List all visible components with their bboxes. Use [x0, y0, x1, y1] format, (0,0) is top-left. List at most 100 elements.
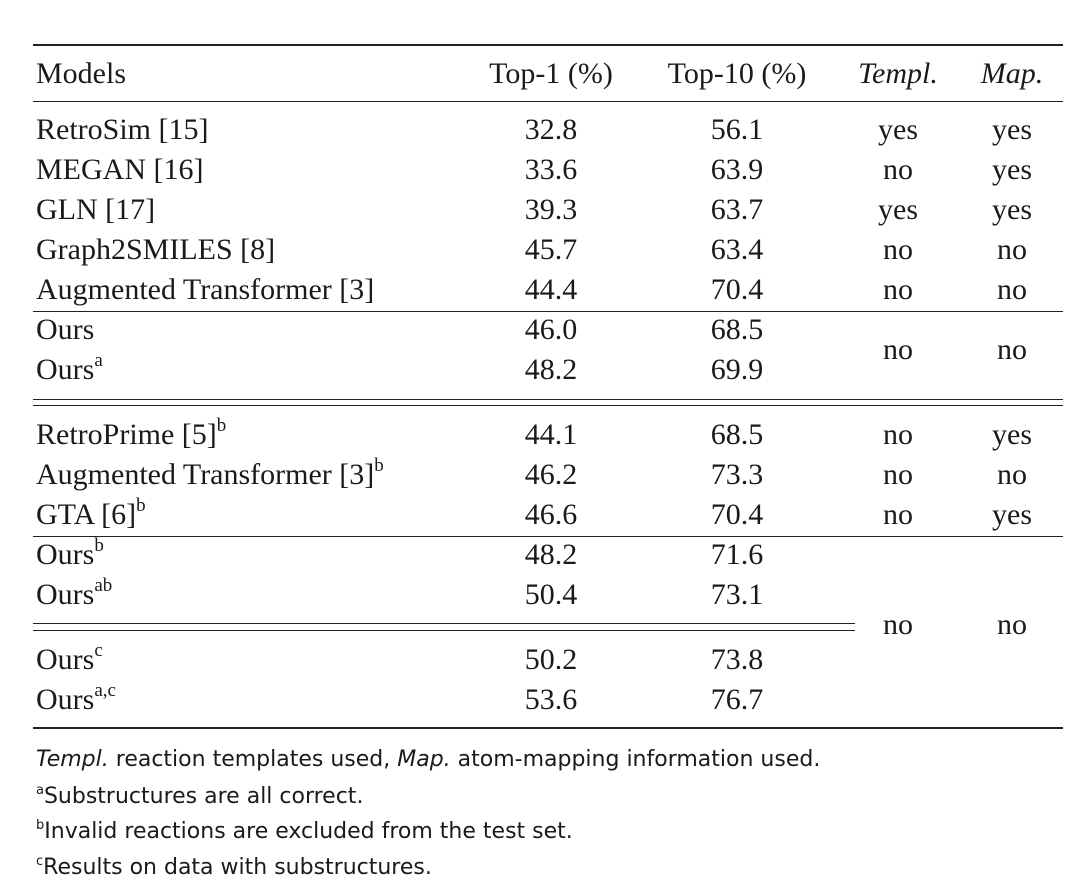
footnote-mark: a — [94, 350, 103, 371]
model-name: Ours — [36, 643, 95, 676]
model-name: MEGAN [16] — [36, 153, 204, 186]
cell-model: GTA [6]b — [36, 495, 146, 539]
cell-map: no — [997, 458, 1027, 491]
cell-templ: no — [883, 458, 913, 491]
footnote-mark: b — [36, 818, 45, 833]
header-top10: Top-10 (%) — [667, 57, 807, 90]
cell-model: MEGAN [16] — [36, 150, 203, 190]
merged-templ: no — [883, 608, 913, 641]
cell-top1: 46.0 — [524, 313, 578, 346]
cell-top1: 46.6 — [524, 498, 578, 531]
cell-map: yes — [992, 498, 1032, 531]
cell-top10: 70.4 — [710, 273, 764, 306]
cell-top10: 73.1 — [710, 578, 764, 611]
footnote-mark: a,c — [94, 680, 116, 701]
cell-model: RetroPrime [5]b — [36, 415, 226, 459]
cell-top10: 76.7 — [710, 683, 764, 716]
cell-model: Oursab — [36, 575, 112, 619]
model-name: GTA [6] — [36, 498, 137, 531]
cell-top10: 71.6 — [710, 538, 764, 571]
cell-top1: 48.2 — [524, 538, 578, 571]
cell-map: yes — [992, 153, 1032, 186]
header-models: Models — [36, 57, 126, 90]
cell-model: Augmented Transformer [3]b — [36, 455, 384, 499]
model-name: RetroPrime [5] — [36, 418, 217, 451]
footnote-mark: c — [94, 640, 103, 661]
footnote-text: Substructures are all correct. — [43, 784, 364, 809]
footnote-mark: b — [136, 495, 146, 516]
cell-top1: 50.4 — [524, 578, 578, 611]
cell-top1: 44.1 — [524, 418, 578, 451]
cell-model: Oursa — [36, 350, 103, 394]
double-rule-3 — [33, 623, 855, 625]
cell-templ: no — [883, 498, 913, 531]
footnote-mark: ab — [94, 575, 113, 596]
cell-top1: 48.2 — [524, 353, 578, 386]
top-rule — [33, 44, 1063, 46]
footnote-abbrev: Templ. reaction templates used, Map. ato… — [36, 745, 820, 775]
footnote-term: Map. — [397, 747, 451, 772]
cell-map: yes — [992, 113, 1032, 146]
model-name: Augmented Transformer [3] — [36, 458, 375, 491]
group-rule — [33, 536, 1063, 538]
cell-templ: no — [883, 418, 913, 451]
cell-top1: 46.2 — [524, 458, 578, 491]
footnote-b: bInvalid reactions are excluded from the… — [36, 817, 573, 850]
cell-top10: 68.5 — [710, 313, 764, 346]
cell-top10: 63.9 — [710, 153, 764, 186]
footnote-text: Invalid reactions are excluded from the … — [44, 819, 573, 844]
cell-templ: yes — [878, 193, 918, 226]
header-map: Map. — [980, 57, 1044, 90]
footnote-text: reaction templates used, — [108, 747, 398, 772]
cell-top1: 32.8 — [524, 113, 578, 146]
footnote-term: Templ. — [36, 747, 109, 772]
double-rule-2 — [33, 405, 1063, 407]
model-name: Ours — [36, 313, 95, 346]
cell-top10: 56.1 — [710, 113, 764, 146]
cell-model: Oursc — [36, 640, 103, 684]
double-rule-1 — [33, 399, 1063, 401]
cell-top1: 39.3 — [524, 193, 578, 226]
footnote-mark: c — [36, 854, 44, 869]
model-name: Ours — [36, 683, 95, 716]
model-name: Ours — [36, 353, 95, 386]
double-rule-4 — [33, 630, 855, 632]
cell-templ: no — [883, 233, 913, 266]
cell-top10: 73.3 — [710, 458, 764, 491]
model-name: RetroSim [15] — [36, 113, 209, 146]
cell-model: GLN [17] — [36, 190, 155, 230]
footnote-c: cResults on data with substructures. — [36, 853, 432, 886]
cell-map: no — [997, 273, 1027, 306]
cell-top1: 33.6 — [524, 153, 578, 186]
cell-top10: 68.5 — [710, 418, 764, 451]
header-templ: Templ. — [858, 57, 938, 90]
cell-top1: 45.7 — [524, 233, 578, 266]
cell-model: Augmented Transformer [3] — [36, 270, 374, 310]
cell-top10: 63.4 — [710, 233, 764, 266]
merged-templ: no — [883, 333, 913, 366]
footnote-mark: b — [216, 415, 227, 436]
footnote-text: Results on data with substructures. — [43, 855, 432, 880]
model-name: Ours — [36, 578, 95, 611]
cell-map: yes — [992, 418, 1032, 451]
cell-model: Ours — [36, 310, 94, 350]
cell-model: Oursb — [36, 535, 104, 579]
footnote-text: atom-mapping information used. — [450, 747, 821, 772]
cell-templ: yes — [878, 113, 918, 146]
header-rule — [33, 101, 1063, 103]
cell-top10: 73.8 — [710, 643, 764, 676]
cell-top1: 44.4 — [524, 273, 578, 306]
cell-top10: 63.7 — [710, 193, 764, 226]
cell-model: Graph2SMILES [8] — [36, 230, 275, 270]
cell-map: no — [997, 233, 1027, 266]
group-rule — [33, 311, 1063, 313]
cell-templ: no — [883, 273, 913, 306]
cell-map: yes — [992, 193, 1032, 226]
header-top1: Top-1 (%) — [489, 57, 613, 90]
model-name: GLN [17] — [36, 193, 156, 226]
cell-top1: 53.6 — [524, 683, 578, 716]
model-name: Augmented Transformer [3] — [36, 273, 375, 306]
cell-model: RetroSim [15] — [36, 110, 209, 150]
cell-top10: 70.4 — [710, 498, 764, 531]
model-name: Ours — [36, 538, 95, 571]
